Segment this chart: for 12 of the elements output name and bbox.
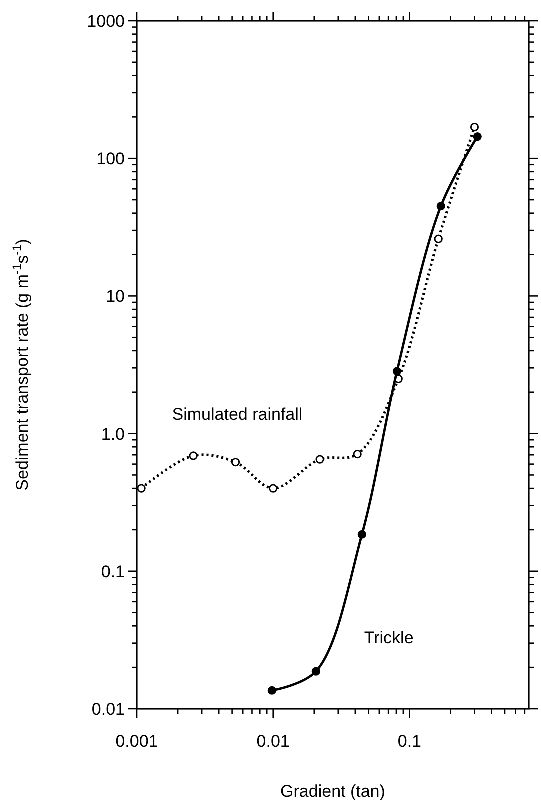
y-tick-label: 100 [96, 150, 125, 169]
x-tick-label: 0.001 [116, 732, 158, 751]
x-tick-label: 0.1 [398, 732, 422, 751]
y-tick-label: 0.01 [92, 700, 125, 719]
y-tick-label: 1000 [87, 12, 125, 31]
y-tick-label: 10 [106, 287, 125, 306]
x-tick-label: 0.01 [256, 732, 290, 751]
series-label: Trickle [364, 628, 414, 648]
x-axis-title: Gradient (tan) [280, 782, 386, 801]
y-tick-label: 1.0 [101, 424, 125, 444]
text: Simulated rainfall [172, 405, 303, 424]
y-tick-label: 0.1 [101, 562, 125, 582]
